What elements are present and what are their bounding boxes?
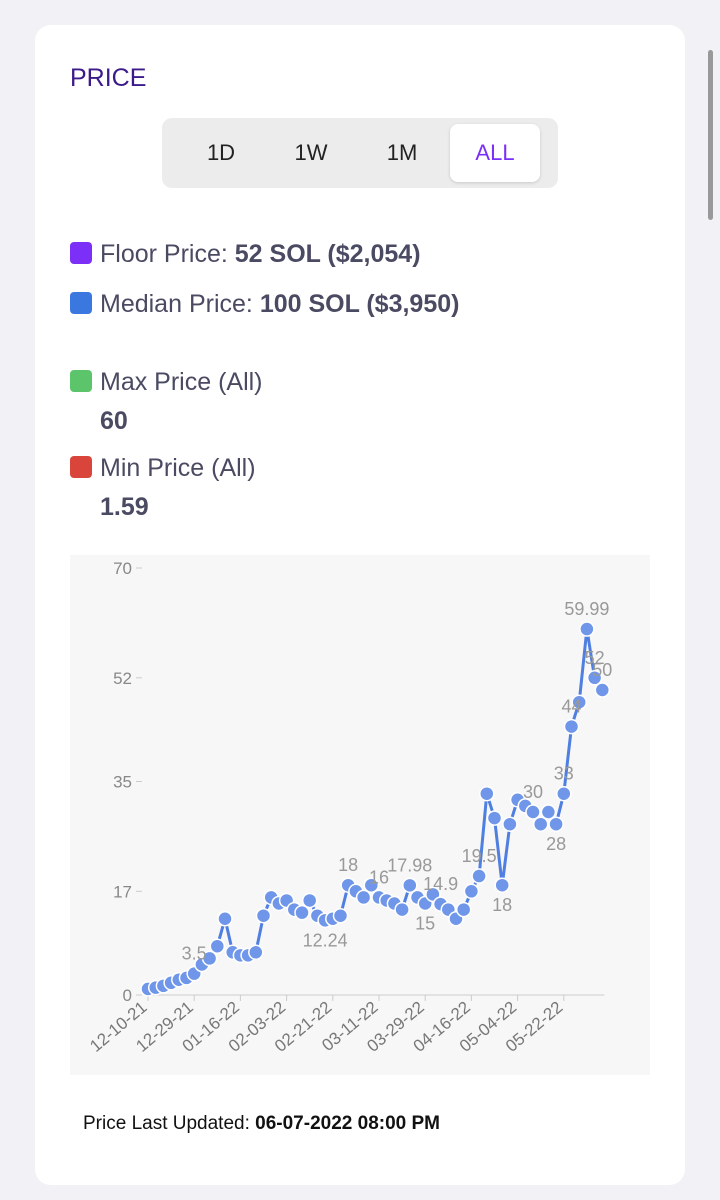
price-point (301, 892, 318, 909)
color-swatch (70, 370, 92, 392)
price-point (594, 682, 611, 698)
color-swatch (70, 242, 92, 264)
stat-row: Max Price (All) 60 (70, 368, 263, 436)
stat-value: 100 SOL ($3,950) (259, 290, 460, 318)
data-label: 18 (338, 855, 358, 875)
price-point (248, 944, 264, 961)
stat-label: Min Price (All) (100, 454, 256, 482)
price-point (201, 950, 218, 967)
data-label: 18 (492, 895, 512, 915)
y-tick-label: 52 (113, 669, 132, 688)
tab[interactable]: 1M (386, 140, 418, 165)
price-point (255, 907, 272, 924)
data-label: 16 (369, 867, 389, 887)
scrollbar (708, 50, 713, 220)
y-tick-label: 0 (123, 986, 132, 1005)
data-label: 14.9 (423, 874, 458, 894)
chart-background (70, 555, 650, 1075)
color-swatch (70, 456, 92, 478)
last-updated: Price Last Updated: 06-07-2022 08:00 PM (83, 1113, 440, 1135)
stat-row: Min Price (All) 1.59 (70, 454, 256, 522)
data-label: 50 (592, 660, 612, 680)
data-label: 59.99 (564, 599, 609, 619)
price-point (525, 804, 541, 820)
data-label: 33 (554, 764, 574, 784)
data-label: 3.5 (182, 944, 207, 964)
price-point (563, 718, 580, 735)
price-point (217, 911, 233, 927)
price-point (332, 907, 349, 924)
stat-label: Max Price (All) (100, 368, 263, 396)
price-point (463, 883, 480, 900)
price-point (586, 670, 603, 686)
price-point (355, 889, 372, 906)
data-label: 28 (546, 834, 566, 854)
last-updated-value: 06-07-2022 08:00 PM (255, 1113, 440, 1134)
y-tick-label: 70 (113, 559, 132, 578)
price-point (294, 904, 310, 921)
last-updated-label: Price Last Updated: (83, 1113, 250, 1134)
stat-label: Floor Price: (100, 240, 228, 268)
data-label: 19.5 (462, 846, 497, 866)
y-tick-label: 17 (113, 882, 132, 901)
price-point (556, 785, 572, 802)
data-label: 30 (523, 782, 543, 802)
tab-bar: 1D 1W 1M ALL (162, 118, 558, 188)
price-point (471, 868, 487, 884)
tab[interactable]: 1D (206, 140, 236, 165)
price-point (209, 938, 226, 954)
y-tick-label: 35 (113, 773, 132, 792)
data-label: 12.24 (303, 930, 348, 950)
price-point (502, 816, 518, 832)
stat-value: 52 SOL ($2,054) (234, 240, 421, 268)
price-point (571, 694, 587, 710)
stat-value: 60 (100, 407, 128, 435)
color-swatch (70, 292, 92, 314)
tab[interactable]: 1W (294, 140, 328, 165)
section-title: PRICE (70, 64, 147, 92)
data-label: 44 (561, 697, 581, 717)
data-label: 52 (585, 648, 605, 668)
stat-value: 1.59 (100, 493, 149, 521)
data-label: 17.98 (387, 855, 432, 875)
price-point (548, 816, 564, 832)
price-point (394, 901, 410, 918)
stat-label: Median Price: (100, 290, 253, 318)
price-point (486, 810, 503, 826)
price-point (363, 877, 380, 893)
price-point (579, 621, 595, 637)
price-point (532, 816, 549, 832)
price-point (479, 785, 495, 802)
data-label: 15 (415, 914, 435, 934)
price-point (402, 877, 418, 894)
stat-row: Median Price: 100 SOL ($3,950) (70, 290, 459, 319)
price-point (494, 877, 510, 893)
price-point (455, 901, 472, 918)
price-point (540, 804, 557, 820)
stat-row: Floor Price: 52 SOL ($2,054) (70, 240, 421, 269)
tab[interactable]: ALL (450, 124, 540, 182)
